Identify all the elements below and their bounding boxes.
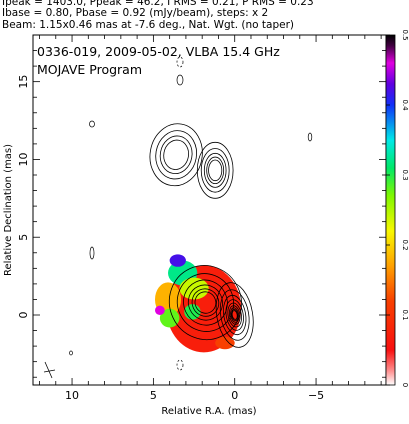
contour-0-level-4 — [227, 302, 242, 328]
colorbar-tick-label: 0.3 — [401, 169, 409, 180]
contour-1-level-2 — [183, 279, 228, 326]
y-tick-label: 10 — [17, 152, 30, 166]
contour-0-level-2 — [223, 294, 247, 336]
contour-0-level-7 — [231, 308, 239, 322]
y-tick-label: 15 — [17, 75, 30, 89]
noise-contours — [69, 56, 313, 371]
colorbar-tick-label: 0.1 — [401, 309, 409, 320]
contour-2-level-1 — [200, 148, 230, 193]
contour-3-level-0 — [149, 123, 203, 187]
y-axis-label: Relative Declination (mas) — [3, 144, 14, 276]
header-line-base: Ibase = 0.80, Pbase = 0.92 (mJy/beam), s… — [2, 7, 269, 19]
x-tick-label: 5 — [150, 389, 157, 402]
polarization-patch-8 — [155, 305, 165, 316]
colorbar-ticks: 0 0.1 0.2 0.3 0.4 0.5 — [386, 29, 409, 387]
contour-1-level-4 — [191, 288, 220, 317]
colorbar-tick-label: 0.4 — [401, 99, 409, 111]
contour-3-level-2 — [159, 135, 193, 175]
polarization-layer — [155, 254, 242, 353]
contour-2-level-4 — [208, 159, 223, 182]
beam-marker — [43, 361, 56, 379]
colorbar-tick-label: 0 — [401, 383, 409, 387]
colorbar — [385, 34, 396, 386]
contour-layer — [149, 123, 254, 348]
y-tick-label: 0 — [17, 312, 30, 319]
x-axis: 10 5 0 −5 — [39, 35, 382, 402]
contour-2-level-2 — [203, 152, 227, 188]
contour-1-level-5 — [194, 291, 217, 314]
polarization-patch-4 — [169, 254, 186, 267]
contour-1-level-1 — [176, 273, 234, 332]
contour-0-level-0 — [215, 282, 254, 348]
x-tick-label: 10 — [65, 389, 79, 402]
contour-0-level-8 — [231, 310, 238, 320]
chart-subtitle: MOJAVE Program — [37, 62, 142, 77]
contour-2-level-0 — [196, 141, 234, 199]
y-axis: 0 5 10 15 — [17, 50, 386, 378]
contour-1-level-0 — [168, 265, 242, 341]
colorbar-tick-label: 0.5 — [401, 29, 409, 40]
x-tick-label: 0 — [231, 389, 238, 402]
chart-title: 0336-019, 2009-05-02, VLBA 15.4 GHz — [37, 44, 280, 59]
header-line-peaks: Ipeak = 1403.0, Ppeak = 46.2, I RMS = 0.… — [2, 0, 314, 8]
contour-1-level-3 — [187, 284, 223, 321]
contour-2-level-3 — [206, 156, 225, 185]
polarization-patch-7 — [215, 336, 235, 350]
contour-0-level-3 — [225, 299, 244, 331]
contour-3-level-3 — [163, 139, 189, 170]
y-tick-label: 5 — [17, 234, 30, 241]
header-line-beam: Beam: 1.15x0.46 mas at -7.6 deg., Nat. W… — [2, 19, 295, 31]
x-axis-label: Relative R.A. (mas) — [161, 406, 256, 417]
colorbar-tick-label: 0.2 — [401, 239, 409, 250]
polarization-patch-5 — [159, 308, 180, 328]
contour-3-level-1 — [155, 130, 197, 180]
x-tick-label: −5 — [308, 389, 324, 402]
